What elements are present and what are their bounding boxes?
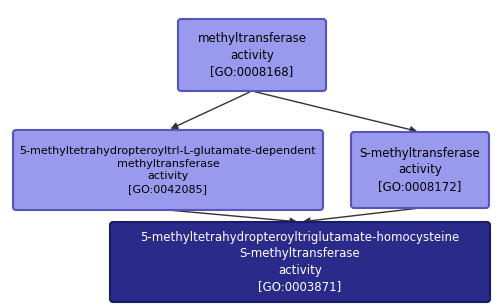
FancyBboxPatch shape (178, 19, 326, 91)
Text: methyltransferase
activity
[GO:0008168]: methyltransferase activity [GO:0008168] (198, 32, 306, 78)
FancyBboxPatch shape (351, 132, 489, 208)
FancyBboxPatch shape (110, 222, 490, 302)
FancyBboxPatch shape (13, 130, 323, 210)
Text: 5-methyltetrahydropteroyltriglutamate-homocysteine
S-methyltransferase
activity
: 5-methyltetrahydropteroyltriglutamate-ho… (140, 231, 460, 293)
Text: 5-methyltetrahydropteroyltrI-L-glutamate-dependent
methyltransferase
activity
[G: 5-methyltetrahydropteroyltrI-L-glutamate… (20, 146, 316, 194)
Text: S-methyltransferase
activity
[GO:0008172]: S-methyltransferase activity [GO:0008172… (360, 147, 480, 193)
